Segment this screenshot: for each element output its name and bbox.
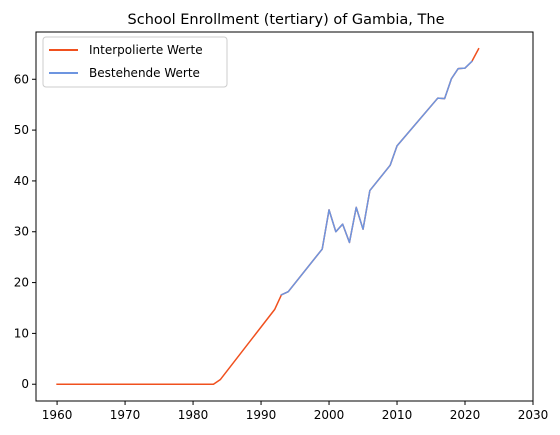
x-tick-label: 2030 xyxy=(518,408,549,422)
x-tick-label: 1990 xyxy=(246,408,277,422)
legend-label-existing: Bestehende Werte xyxy=(89,66,200,80)
y-tick-label: 50 xyxy=(14,123,29,137)
y-tick-label: 60 xyxy=(14,72,29,86)
series-layer xyxy=(56,47,480,385)
legend: Interpolierte Werte Bestehende Werte xyxy=(42,36,228,88)
x-tick-label: 1980 xyxy=(178,408,209,422)
series-line-interpolated xyxy=(56,47,480,385)
y-tick-label: 10 xyxy=(14,326,29,340)
plot-frame xyxy=(35,31,534,402)
series-line-existing xyxy=(280,60,473,296)
y-tick-label: 40 xyxy=(14,174,29,188)
y-tick-label: 0 xyxy=(21,377,29,391)
x-tick-label: 2020 xyxy=(450,408,481,422)
x-tick-label: 1970 xyxy=(110,408,141,422)
x-axis: 1960 1970 1980 1990 2000 2010 2020 2030 xyxy=(42,401,548,422)
chart-title: School Enrollment (tertiary) of Gambia, … xyxy=(128,12,445,28)
x-tick-label: 2010 xyxy=(382,408,413,422)
y-axis: 0 10 20 30 40 50 60 xyxy=(14,72,36,391)
x-tick-label: 1960 xyxy=(42,408,73,422)
y-tick-label: 30 xyxy=(14,225,29,239)
legend-label-interpolated: Interpolierte Werte xyxy=(89,43,203,57)
x-tick-label: 2000 xyxy=(314,408,345,422)
legend-box xyxy=(42,36,228,88)
y-tick-label: 20 xyxy=(14,276,29,290)
